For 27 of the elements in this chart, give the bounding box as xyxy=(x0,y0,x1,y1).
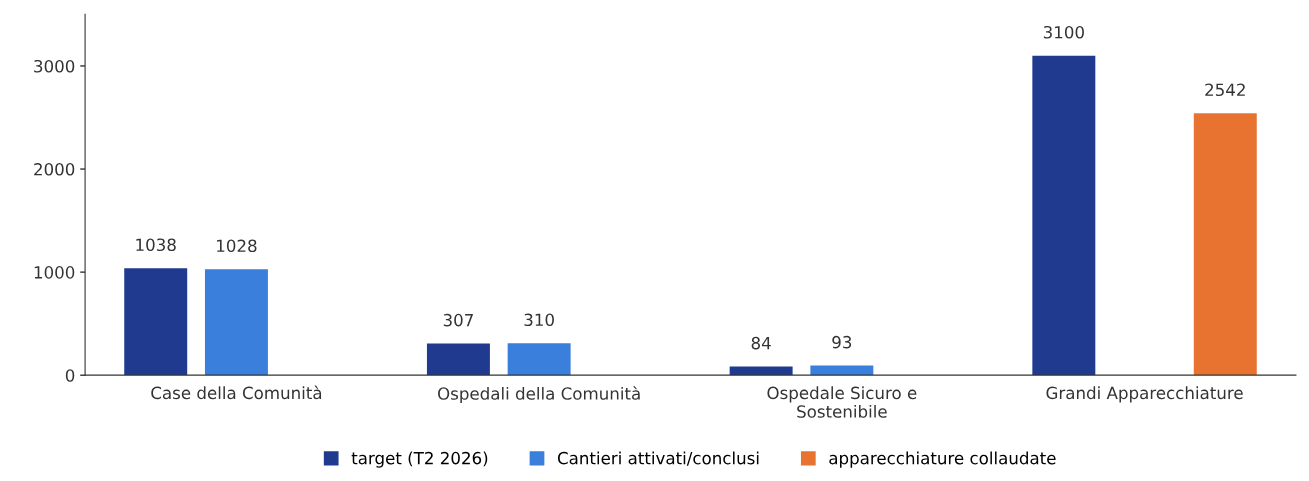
x-tick-label: Case della Comunità xyxy=(151,385,322,400)
y-tick-label: 2000 xyxy=(34,163,75,176)
x-tick-label: Ospedale Sicuro e Sostenibile xyxy=(767,386,917,418)
bar xyxy=(426,343,490,376)
legend-label: Cantieri attivati/conclusi xyxy=(557,451,759,466)
data-label: 1028 xyxy=(217,239,257,253)
bar xyxy=(507,343,571,376)
y-tick-label: 1000 xyxy=(34,266,75,279)
bar xyxy=(204,269,268,376)
y-tick-label: 0 xyxy=(65,369,75,382)
x-tick-label: Ospedali della Comunità xyxy=(437,386,640,404)
bar xyxy=(810,365,874,376)
data-label: 2542 xyxy=(1205,83,1245,97)
data-label: 1038 xyxy=(136,238,176,252)
data-label: 307 xyxy=(443,313,473,327)
bar xyxy=(124,268,188,376)
x-tick-label: Grandi Apparecchiature xyxy=(1046,386,1243,403)
data-label: 84 xyxy=(751,336,771,350)
bar xyxy=(1032,55,1096,376)
legend-label: apparecchiature collaudate xyxy=(829,451,1056,468)
legend-label: target (T2 2026) xyxy=(351,451,488,468)
bar xyxy=(729,366,793,376)
data-label: 93 xyxy=(832,335,852,349)
data-label: 3100 xyxy=(1043,25,1084,39)
bar xyxy=(1193,113,1257,376)
data-label: 310 xyxy=(524,313,554,327)
y-tick-label: 3000 xyxy=(34,59,75,73)
